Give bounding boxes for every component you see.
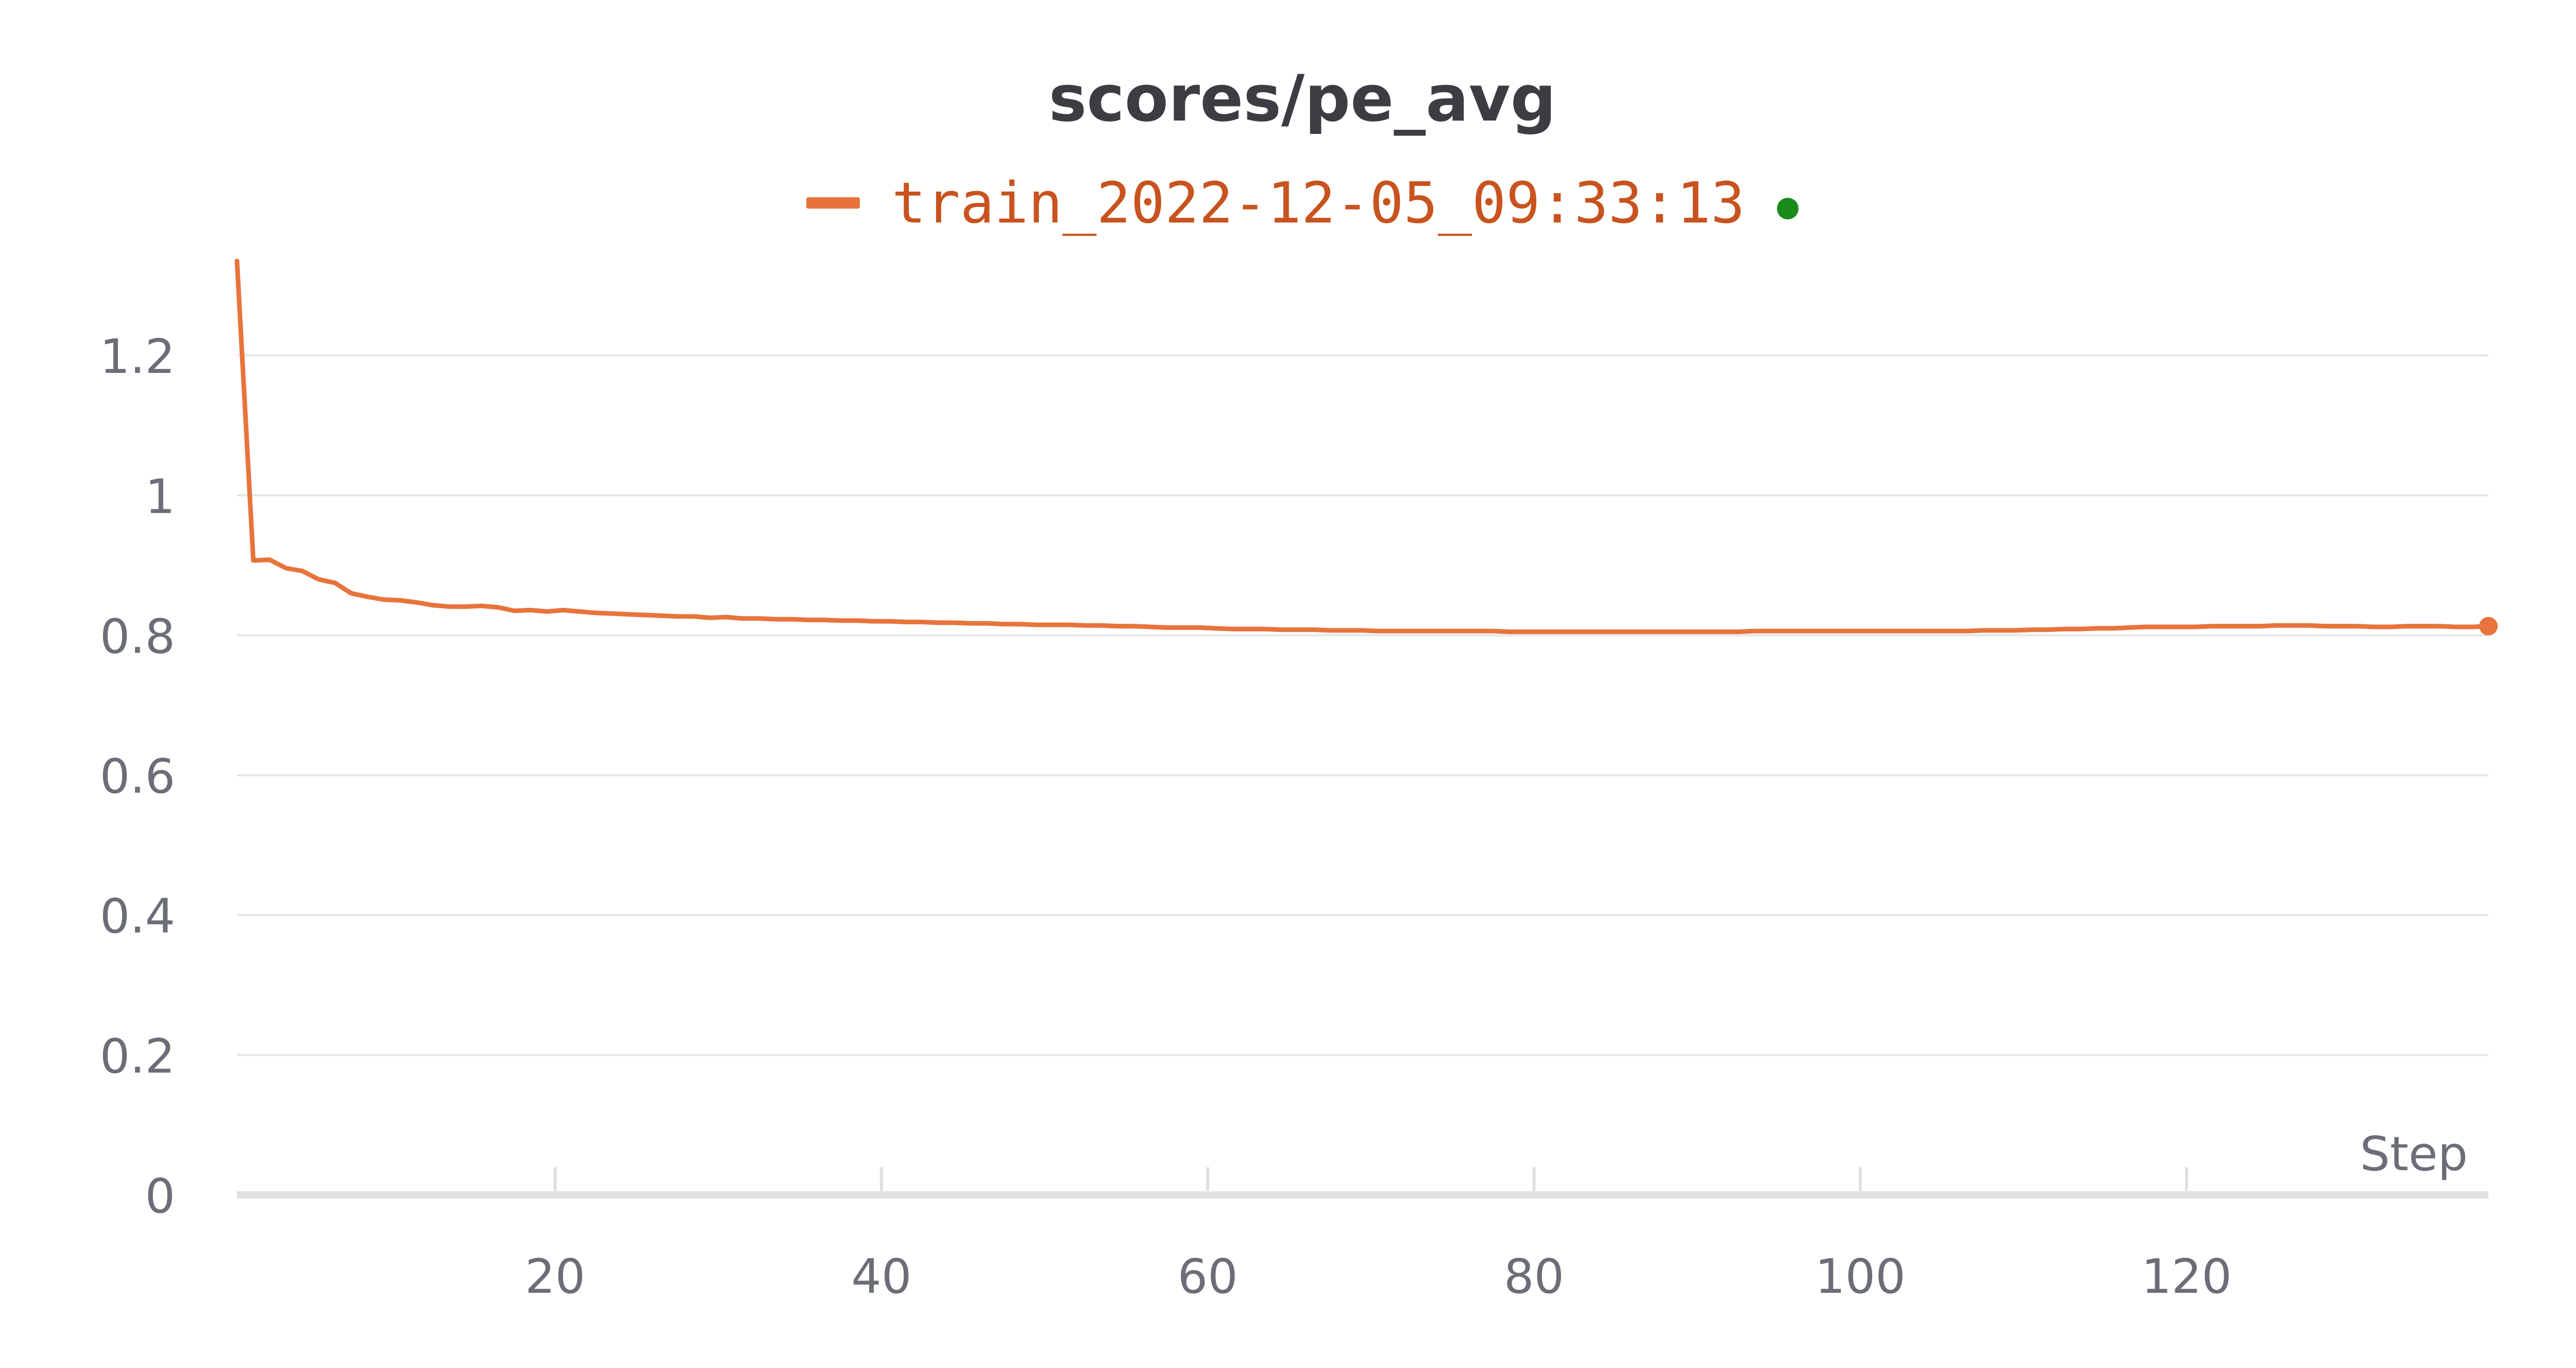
legend[interactable]: train_2022-12-05_09:33:13 bbox=[0, 170, 2576, 236]
y-tick-label: 0.6 bbox=[100, 749, 175, 804]
x-tick-label: 100 bbox=[1815, 1249, 1906, 1304]
x-tick-label: 60 bbox=[1178, 1249, 1238, 1304]
y-tick-label: 0 bbox=[145, 1169, 175, 1224]
run-status-dot-icon bbox=[1776, 198, 1799, 219]
gridlines bbox=[237, 354, 2488, 1056]
last-point-marker[interactable] bbox=[2479, 617, 2498, 636]
x-tick-label: 40 bbox=[851, 1249, 911, 1304]
x-tick-label: 120 bbox=[2141, 1249, 2232, 1304]
y-tick-label: 0.8 bbox=[100, 609, 175, 664]
legend-series-label[interactable]: train_2022-12-05_09:33:13 bbox=[892, 170, 1745, 236]
x-tick-label: 80 bbox=[1504, 1249, 1564, 1304]
x-axis-label: Step bbox=[2360, 1126, 2468, 1182]
y-axis: 0 0.2 0.4 0.6 0.8 1 1.2 bbox=[100, 329, 175, 1224]
x-axis-ticks: 20 40 60 80 100 120 bbox=[525, 1167, 2232, 1304]
y-tick-label: 0.2 bbox=[100, 1029, 175, 1084]
x-tick-label: 20 bbox=[525, 1249, 585, 1304]
y-tick-label: 1.2 bbox=[100, 329, 175, 384]
y-tick-label: 1 bbox=[145, 469, 175, 524]
chart-title: scores/pe_avg bbox=[1048, 62, 1556, 136]
series-line[interactable] bbox=[234, 259, 2491, 635]
legend-swatch bbox=[806, 197, 860, 209]
series-layer bbox=[234, 259, 2498, 636]
y-tick-label: 0.4 bbox=[100, 889, 175, 944]
